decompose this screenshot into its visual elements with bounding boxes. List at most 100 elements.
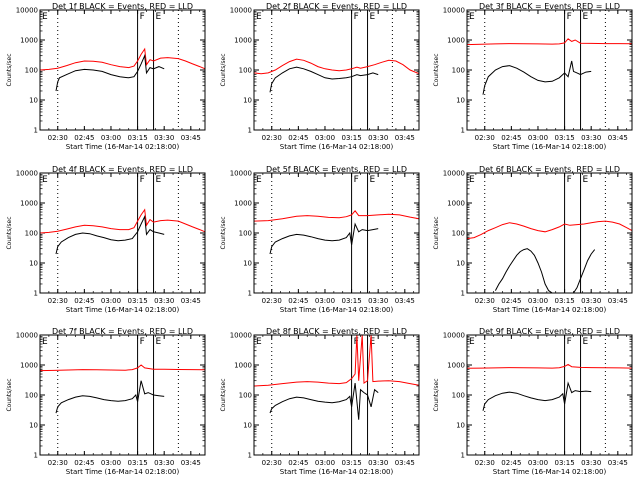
x-tick-label: 03:15: [127, 459, 147, 467]
x-tick-label: 03:00: [101, 134, 121, 142]
panel-det-6: Det 6f BLACK = Events, RED = LLD Counts/s…: [433, 165, 633, 314]
interval-marker: E: [256, 175, 262, 185]
interval-marker: E: [469, 12, 475, 22]
interval-marker: F: [354, 12, 359, 22]
x-tick-label: 02:45: [288, 459, 308, 467]
x-tick-label: 02:30: [475, 297, 495, 305]
panel-det-9: Det 9f BLACK = Events, RED = LLD Counts/s…: [433, 327, 633, 476]
x-axis-label: Start Time (16-Mar-14 02:18:00): [493, 306, 607, 314]
x-tick-label: 02:30: [475, 459, 495, 467]
y-tick-label: 10000: [443, 7, 465, 15]
panel-det-1: Det 1f BLACK = Events, RED = LLD Counts/s…: [6, 2, 206, 151]
y-tick-label: 1: [34, 452, 38, 460]
interval-marker: F: [140, 175, 145, 185]
interval-marker: F: [567, 337, 572, 347]
y-tick-label: 1000: [447, 200, 465, 208]
x-tick-label: 02:45: [288, 297, 308, 305]
y-tick-label: 10000: [443, 332, 465, 340]
x-tick-label: 03:00: [101, 459, 121, 467]
interval-marker: F: [567, 175, 572, 185]
y-tick-label: 100: [452, 392, 465, 400]
series-black-events: [482, 381, 592, 411]
x-tick-label: 02:45: [74, 297, 94, 305]
panel-title: Det 1f BLACK = Events, RED = LLD: [52, 2, 193, 11]
y-axis-label: Counts/sec: [220, 378, 227, 411]
y-tick-label: 1: [248, 290, 252, 298]
x-tick-label: 02:30: [262, 134, 282, 142]
y-tick-label: 100: [25, 67, 38, 75]
x-tick-label: 02:45: [288, 134, 308, 142]
x-tick-label: 03:45: [395, 297, 415, 305]
interval-marker: E: [256, 337, 262, 347]
series-red-lld: [253, 210, 420, 222]
series-black-events: [55, 53, 165, 92]
y-tick-label: 1: [461, 452, 465, 460]
y-tick-label: 10000: [16, 7, 38, 15]
x-tick-label: 03:45: [608, 297, 628, 305]
series-red-lld: [253, 334, 420, 387]
series-black-events: [55, 380, 165, 414]
series-red-lld: [39, 208, 206, 234]
x-tick-label: 02:45: [74, 459, 94, 467]
plot-frame: [39, 334, 206, 456]
y-axis-label: Counts/sec: [220, 216, 227, 249]
x-tick-label: 02:30: [48, 297, 68, 305]
y-tick-label: 1: [461, 127, 465, 135]
x-tick-label: 03:15: [127, 297, 147, 305]
y-axis-label: Counts/sec: [433, 378, 440, 411]
x-tick-label: 03:15: [554, 459, 574, 467]
x-tick-label: 03:15: [554, 134, 574, 142]
y-tick-label: 10000: [230, 7, 252, 15]
panel-title: Det 9f BLACK = Events, RED = LLD: [479, 327, 620, 336]
x-tick-label: 02:45: [74, 134, 94, 142]
panel-title: Det 7f BLACK = Events, RED = LLD: [52, 327, 193, 336]
x-axis-label: Start Time (16-Mar-14 02:18:00): [280, 306, 394, 314]
x-tick-label: 02:45: [501, 459, 521, 467]
y-axis-label: Counts/sec: [6, 378, 13, 411]
y-tick-label: 10: [456, 97, 465, 105]
x-axis-label: Start Time (16-Mar-14 02:18:00): [66, 306, 180, 314]
y-axis-label: Counts/sec: [6, 53, 13, 86]
x-tick-label: 03:30: [368, 297, 388, 305]
y-tick-label: 100: [239, 392, 252, 400]
y-axis-label: Counts/sec: [433, 216, 440, 249]
interval-marker: E: [469, 175, 475, 185]
series-black-events: [269, 222, 379, 255]
x-tick-label: 03:00: [101, 297, 121, 305]
panel-title: Det 3f BLACK = Events, RED = LLD: [479, 2, 620, 11]
y-tick-label: 1000: [20, 200, 38, 208]
series-red-lld: [39, 364, 206, 372]
y-tick-label: 10: [243, 422, 252, 430]
series-red-lld: [39, 47, 206, 71]
y-tick-label: 10000: [230, 170, 252, 178]
x-tick-label: 03:00: [528, 134, 548, 142]
series-red-lld: [466, 363, 633, 369]
panel-title: Det 8f BLACK = Events, RED = LLD: [266, 327, 407, 336]
interval-marker: E: [42, 12, 48, 22]
x-tick-label: 03:15: [341, 297, 361, 305]
plot-frame: [466, 9, 633, 131]
x-tick-label: 03:15: [341, 459, 361, 467]
y-axis-label: Counts/sec: [220, 53, 227, 86]
y-tick-label: 10: [29, 97, 38, 105]
x-tick-label: 03:45: [608, 459, 628, 467]
interval-marker: E: [42, 337, 48, 347]
y-tick-label: 1: [34, 127, 38, 135]
x-tick-label: 03:45: [608, 134, 628, 142]
series-black-events: [494, 248, 596, 294]
x-axis-label: Start Time (16-Mar-14 02:18:00): [280, 468, 394, 476]
x-tick-label: 03:00: [315, 134, 335, 142]
x-tick-label: 02:30: [48, 134, 68, 142]
y-tick-label: 100: [239, 67, 252, 75]
x-tick-label: 03:45: [181, 459, 201, 467]
panel-title: Det 4f BLACK = Events, RED = LLD: [52, 165, 193, 174]
series-black-events: [482, 60, 592, 95]
x-tick-label: 03:45: [181, 134, 201, 142]
y-tick-label: 1000: [447, 362, 465, 370]
y-tick-label: 1000: [20, 37, 38, 45]
y-axis-label: Counts/sec: [6, 216, 13, 249]
x-axis-label: Start Time (16-Mar-14 02:18:00): [66, 143, 180, 151]
x-axis-label: Start Time (16-Mar-14 02:18:00): [493, 468, 607, 476]
x-tick-label: 03:30: [154, 459, 174, 467]
panel-title: Det 2f BLACK = Events, RED = LLD: [266, 2, 407, 11]
